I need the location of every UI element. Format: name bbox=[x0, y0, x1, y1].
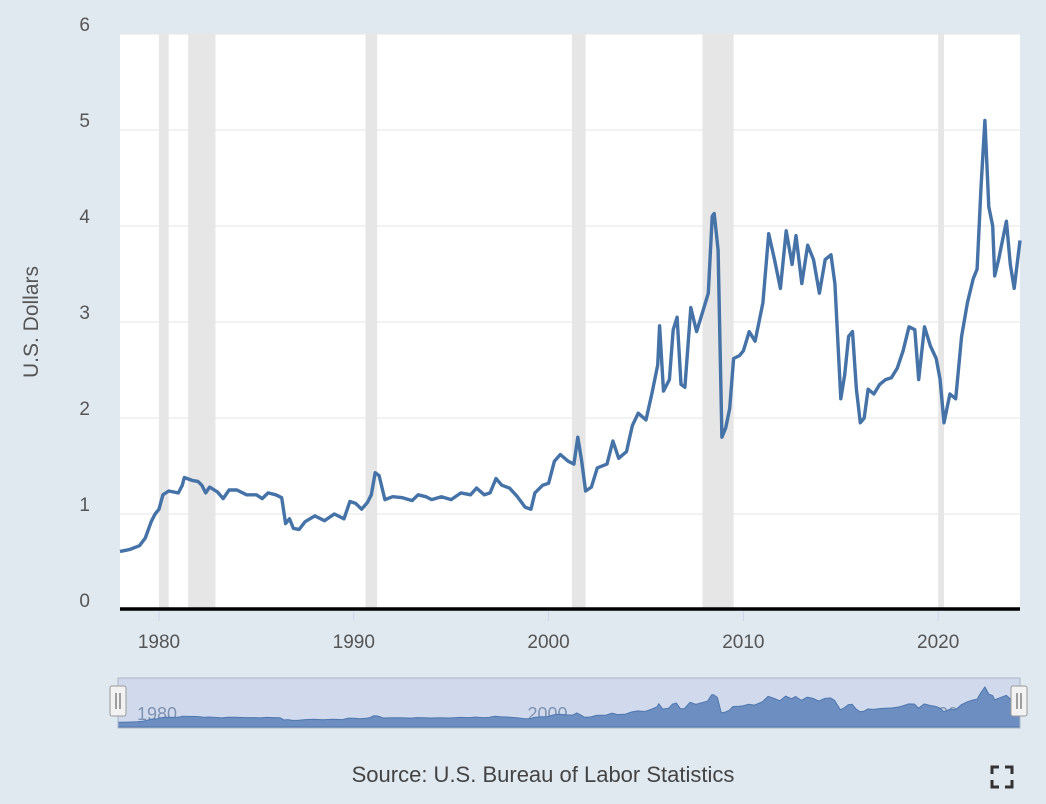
x-tick-label: 1980 bbox=[138, 632, 180, 653]
x-tick-label: 2010 bbox=[722, 632, 764, 653]
y-tick-label: 1 bbox=[79, 495, 90, 516]
y-tick-label: 0 bbox=[79, 591, 90, 612]
x-axis-ticks: 1980 1990 2000 2010 2020 bbox=[138, 611, 959, 653]
navigator-handle-right[interactable] bbox=[1010, 685, 1028, 717]
y-tick-label: 3 bbox=[79, 303, 90, 324]
x-tick-label: 2000 bbox=[527, 632, 569, 653]
x-tick-label: 2020 bbox=[917, 632, 959, 653]
source-caption: Source: U.S. Bureau of Labor Statistics bbox=[351, 762, 735, 787]
chart: 0 1 2 3 4 5 6 U.S. Dollars 1980 1990 2000 2010 202… bbox=[20, 15, 1028, 729]
navigator-handle-left[interactable] bbox=[109, 685, 127, 717]
navigator-selection[interactable] bbox=[117, 677, 1021, 729]
y-tick-label: 4 bbox=[79, 207, 90, 228]
navigator-series-area bbox=[117, 686, 1021, 728]
y-axis-title: U.S. Dollars bbox=[20, 266, 43, 378]
y-tick-label: 5 bbox=[79, 111, 90, 132]
x-tick-label: 1990 bbox=[333, 632, 375, 653]
series-line bbox=[119, 118, 1022, 554]
gridlines bbox=[120, 33, 1020, 515]
y-axis-ticks: 0 1 2 3 4 5 6 bbox=[79, 15, 90, 612]
y-tick-label: 2 bbox=[79, 399, 90, 420]
y-tick-label: 6 bbox=[79, 15, 90, 36]
fullscreen-icon[interactable] bbox=[990, 765, 1014, 789]
